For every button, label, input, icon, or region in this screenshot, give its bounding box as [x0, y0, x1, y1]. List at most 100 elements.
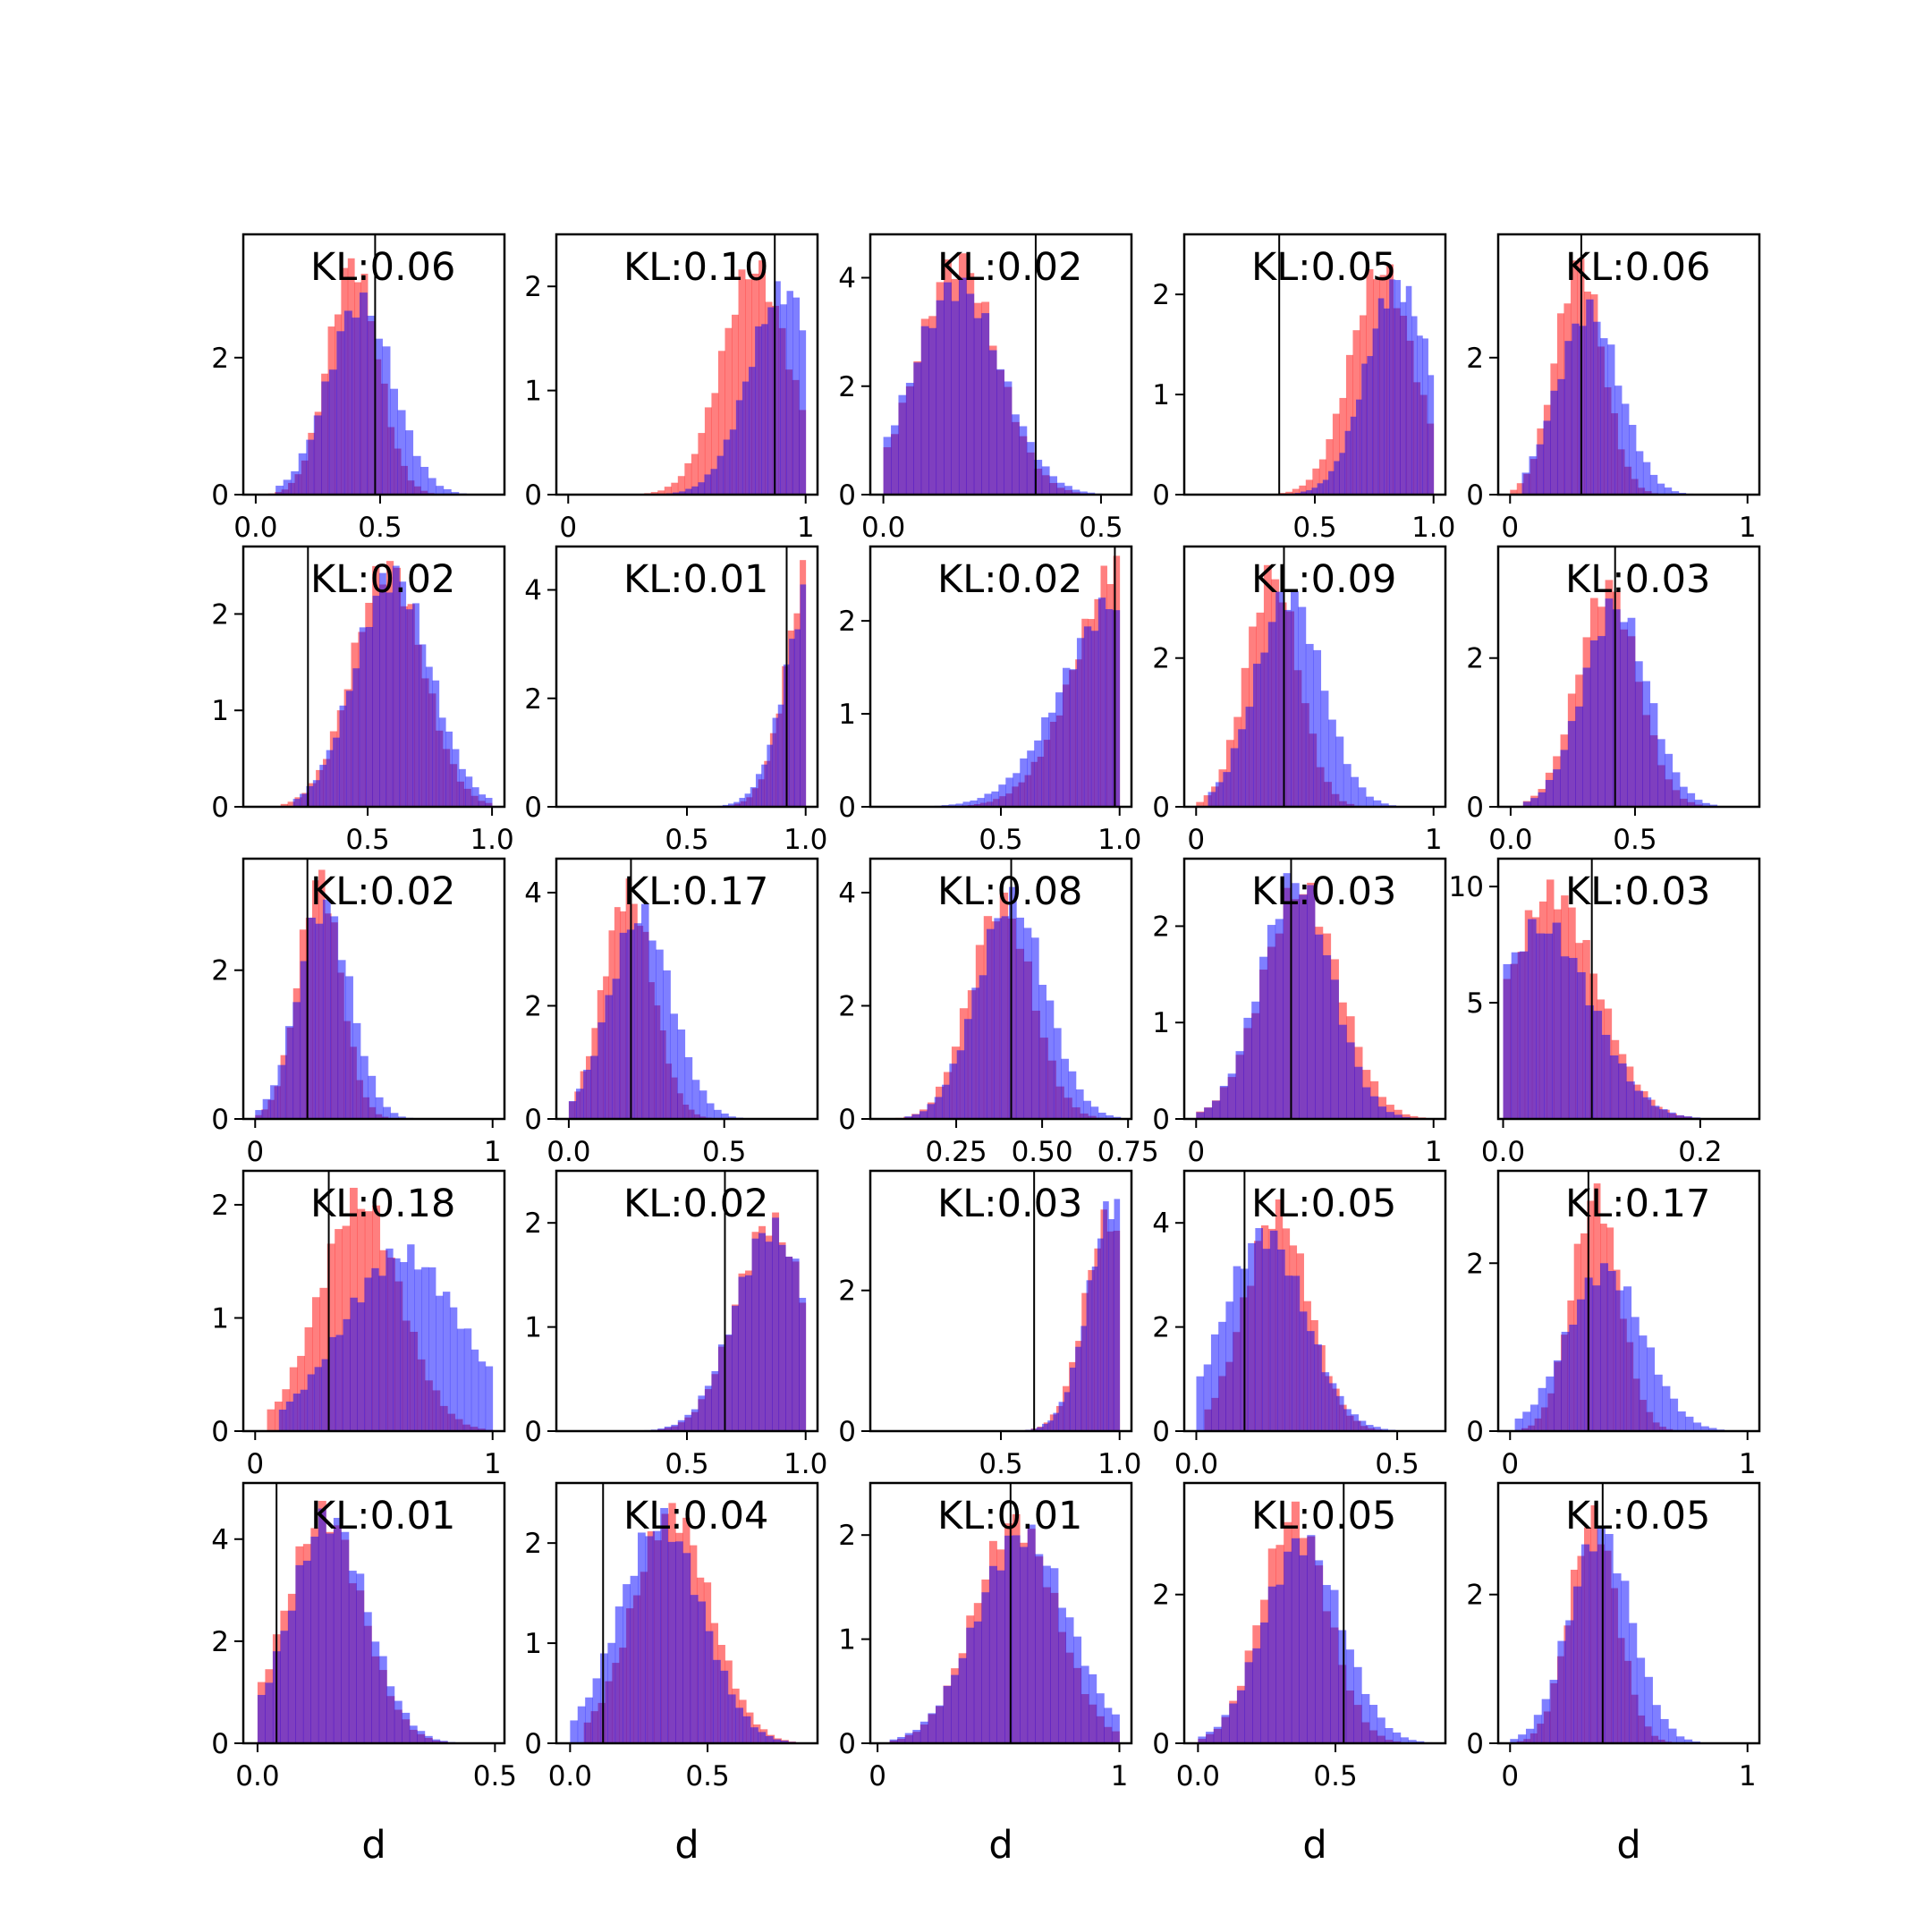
blue-histogram-bar — [780, 304, 787, 495]
red-histogram-bar — [1299, 485, 1307, 495]
blue-histogram-bar — [1529, 456, 1537, 495]
blue-histogram-bar — [382, 346, 391, 495]
blue-histogram-bar — [623, 1584, 631, 1743]
blue-histogram-bar — [1291, 883, 1300, 1119]
blue-histogram-bar — [1012, 414, 1020, 495]
axes-frame — [242, 857, 506, 1121]
blue-histogram-bar — [698, 482, 705, 495]
blue-histogram-bar — [973, 318, 982, 495]
blue-histogram-bar — [592, 1678, 601, 1743]
y-tick-label: 2 — [524, 683, 542, 716]
x-tick-label: 1.0 — [1097, 824, 1141, 856]
kl-annotation: KL:0.05 — [1251, 1182, 1396, 1226]
red-histogram-bar — [711, 393, 719, 495]
blue-histogram-bar — [721, 1113, 729, 1119]
blue-histogram-bar — [333, 1517, 342, 1743]
blue-histogram-bar — [1553, 1360, 1563, 1431]
y-tick-label: 1 — [1152, 1007, 1170, 1039]
blue-histogram-bar — [767, 744, 773, 807]
blue-histogram-bar — [352, 668, 360, 807]
y-tick-label: 4 — [211, 1524, 229, 1556]
blue-histogram-bar — [984, 793, 992, 807]
blue-histogram-bar — [1106, 1114, 1114, 1119]
blue-histogram-bar — [773, 1739, 782, 1743]
blue-histogram-bar — [710, 469, 718, 495]
blue-histogram-bar — [1321, 1372, 1330, 1431]
blue-histogram-bar — [1589, 640, 1598, 807]
blue-histogram-bar — [988, 1565, 997, 1743]
blue-histogram-bar — [359, 292, 368, 495]
blue-histogram-bar — [948, 804, 956, 807]
x-tick-label: 0.5 — [665, 1448, 708, 1480]
axes-frame — [1496, 1169, 1761, 1433]
blue-histogram-bar — [1307, 1535, 1316, 1743]
blue-histogram-bar — [1597, 1527, 1606, 1743]
x-tick-label: 1 — [1739, 512, 1757, 544]
blue-histogram-bar — [955, 803, 963, 807]
y-tick-label: 2 — [1466, 1580, 1484, 1612]
x-tick-label: 0.0 — [1174, 1448, 1218, 1480]
blue-histogram-bar — [1005, 777, 1013, 807]
blue-histogram-bar — [471, 787, 479, 807]
blue-histogram-bar — [1284, 1551, 1292, 1743]
blue-histogram-bar — [728, 1116, 736, 1119]
blue-histogram-bar — [420, 466, 429, 495]
y-tick-label: 0 — [838, 1104, 856, 1136]
blue-histogram-bar — [966, 1627, 975, 1743]
plot-area — [887, 859, 1129, 1119]
blue-histogram-bar — [1004, 381, 1013, 495]
x-tick-label: 0 — [1187, 1136, 1205, 1168]
blue-histogram-bar — [1646, 1347, 1656, 1431]
axes-frame — [869, 857, 1133, 1121]
plot-area — [267, 1171, 494, 1431]
blue-histogram-bar — [265, 1682, 274, 1743]
y-tick-label: 2 — [211, 955, 229, 987]
red-histogram-bar — [731, 314, 739, 495]
blue-histogram-bar — [1076, 638, 1085, 807]
blue-histogram-bar — [255, 1110, 264, 1119]
blue-histogram-bar — [1543, 420, 1551, 495]
blue-histogram-bar — [1538, 792, 1546, 807]
blue-histogram-bar — [367, 315, 376, 495]
blue-histogram-bar — [1307, 1331, 1315, 1431]
blue-histogram-bar — [1322, 955, 1332, 1119]
blue-histogram-bar — [1267, 622, 1276, 807]
red-histogram-bar — [671, 482, 679, 495]
blue-histogram-bar — [1369, 1096, 1379, 1119]
kl-annotation: KL:0.02 — [310, 869, 455, 914]
blue-histogram-bar — [641, 903, 649, 1119]
kl-annotation: KL:0.01 — [310, 1494, 455, 1538]
blue-histogram-bar — [386, 592, 394, 807]
x-tick-label: 0 — [246, 1448, 264, 1480]
blue-histogram-bar — [1549, 1680, 1558, 1743]
blue-histogram-bar — [751, 1238, 759, 1431]
blue-histogram-bar — [1519, 951, 1529, 1119]
blue-histogram-bar — [716, 455, 724, 495]
blue-histogram-bar — [1530, 798, 1538, 807]
blue-histogram-bar — [1090, 631, 1099, 807]
plot-area — [568, 859, 787, 1119]
blue-histogram-bar — [585, 1697, 593, 1743]
blue-histogram-bar — [283, 479, 292, 495]
blue-histogram-bar — [343, 310, 352, 495]
blue-histogram-bar — [1292, 1275, 1301, 1431]
blue-histogram-bar — [1344, 430, 1352, 495]
blue-histogram-bar — [291, 470, 300, 495]
blue-histogram-bar — [657, 1428, 665, 1431]
blue-histogram-bar — [1642, 681, 1651, 807]
blue-histogram-bar — [417, 1731, 426, 1743]
blue-histogram-bar — [904, 1733, 913, 1743]
x-tick-label: 1 — [1111, 1760, 1129, 1792]
y-tick-label: 1 — [1152, 379, 1170, 411]
blue-histogram-bar — [943, 1685, 952, 1743]
blue-histogram-bar — [1405, 285, 1412, 495]
red-histogram-bar — [650, 492, 658, 495]
blue-histogram-bar — [326, 1533, 335, 1743]
blue-histogram-bar — [714, 1109, 722, 1119]
blue-histogram-bar — [794, 629, 801, 807]
blue-histogram-bar — [568, 1101, 577, 1119]
x-tick-label: 0.25 — [926, 1136, 987, 1168]
blue-histogram-bar — [1593, 321, 1601, 495]
kl-annotation: KL:0.02 — [310, 557, 455, 602]
plot-area — [1510, 234, 1736, 495]
